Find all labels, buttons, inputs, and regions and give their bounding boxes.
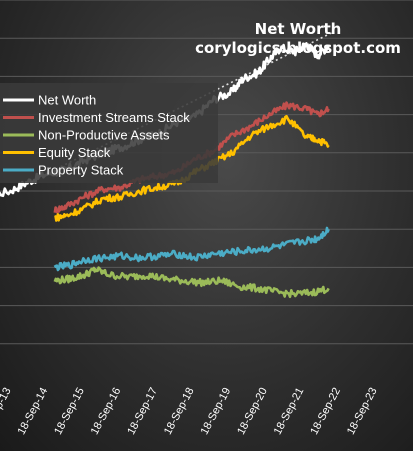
x-tick-label: 18-Sep-19 xyxy=(199,386,234,437)
legend-box xyxy=(0,83,218,183)
x-tick-label: 18-Sep-21 xyxy=(272,386,307,437)
x-tick-label: 18-Sep-20 xyxy=(235,386,270,437)
x-tick-label: 18-Sep-15 xyxy=(52,386,87,437)
legend-label: Equity Stack xyxy=(38,145,111,160)
legend-label: Property Stack xyxy=(38,163,124,178)
legend-label: Net Worth xyxy=(38,93,96,108)
x-axis-ticks: 18-Sep-13 18-Sep-14 18-Sep-15 18-Sep-16 18-S… xyxy=(0,386,380,437)
chart-subtitle: corylogics.blogspot.com xyxy=(195,39,401,57)
x-tick-label: 18-Sep-13 xyxy=(0,386,14,437)
x-tick-label: 18-Sep-14 xyxy=(16,386,51,437)
chart-title: Net Worth xyxy=(255,20,342,38)
x-tick-label: 18-Sep-18 xyxy=(162,386,197,437)
legend-background xyxy=(0,83,218,183)
x-tick-label: 18-Sep-17 xyxy=(125,386,160,437)
x-tick-label: 18-Sep-16 xyxy=(89,386,124,437)
series-line xyxy=(53,266,330,299)
legend: Net Worth Investment Streams Stack Non-Pro… xyxy=(3,93,190,178)
x-tick-label: 18-Sep-22 xyxy=(308,386,343,437)
legend-label: Non-Productive Assets xyxy=(38,128,170,143)
series-line xyxy=(53,226,330,272)
legend-label: Investment Streams Stack xyxy=(38,110,190,125)
x-tick-label: 18-Sep-23 xyxy=(345,386,380,437)
